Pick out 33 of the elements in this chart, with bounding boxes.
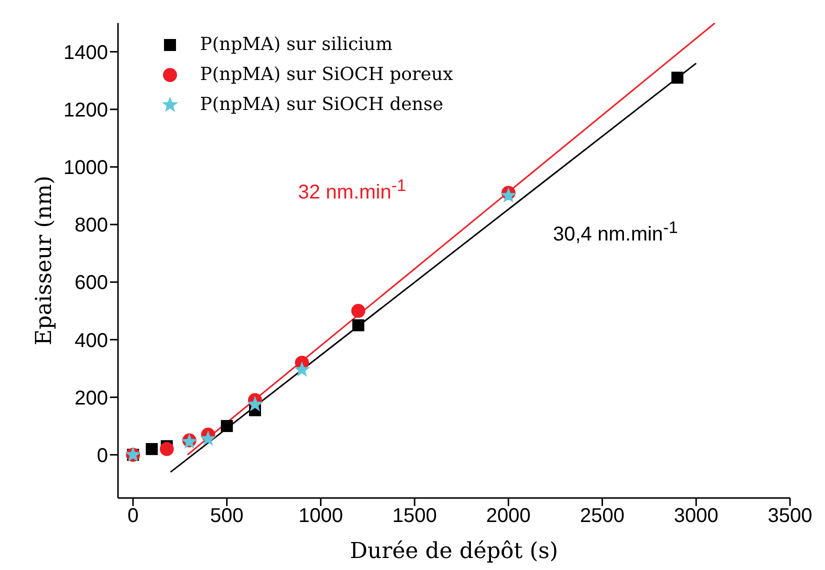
y-tick-label: 1000: [64, 157, 108, 180]
x-tick-label: 2000: [486, 505, 531, 528]
y-tick-label: 1400: [64, 42, 108, 64]
x-tick-label: 0: [127, 505, 139, 528]
y-axis-title: Epaisseur (nm): [32, 176, 57, 346]
point: [160, 442, 174, 456]
y-tick-label: 0: [96, 444, 108, 467]
y-tick-label: 800: [74, 214, 108, 237]
annotation: 32 nm.min$^{-1}$: [298, 176, 406, 205]
point: [294, 361, 310, 377]
y-tick-label: 200: [74, 387, 108, 410]
point: [146, 443, 158, 456]
x-tick-label: 3500: [768, 505, 812, 528]
point: [351, 304, 366, 318]
x-tick-label: 1500: [392, 505, 437, 528]
point: [500, 187, 517, 203]
x-tick-label: 1000: [298, 505, 343, 528]
x-tick-label: 500: [210, 505, 244, 528]
legend-label: P(npMA) sur SiOCH dense: [200, 93, 444, 117]
point: [220, 420, 233, 432]
point: [671, 72, 684, 84]
x-tick-label: 2500: [580, 505, 625, 528]
legend-label: P(npMA) sur silicium: [200, 33, 393, 57]
y-tick-label: 1200: [64, 99, 108, 122]
point: [246, 396, 264, 412]
x-tick-label: 3000: [674, 505, 718, 528]
annotation: 30,4 nm.min$^{-1}$: [553, 218, 678, 247]
x-axis-title: Durée de dépôt (s): [350, 539, 558, 564]
point: [352, 319, 364, 332]
legend-label: P(npMA) sur SiOCH poreux: [200, 63, 453, 87]
y-tick-label: 600: [74, 272, 108, 294]
point: [200, 430, 216, 446]
y-tick-label: 400: [74, 330, 108, 352]
